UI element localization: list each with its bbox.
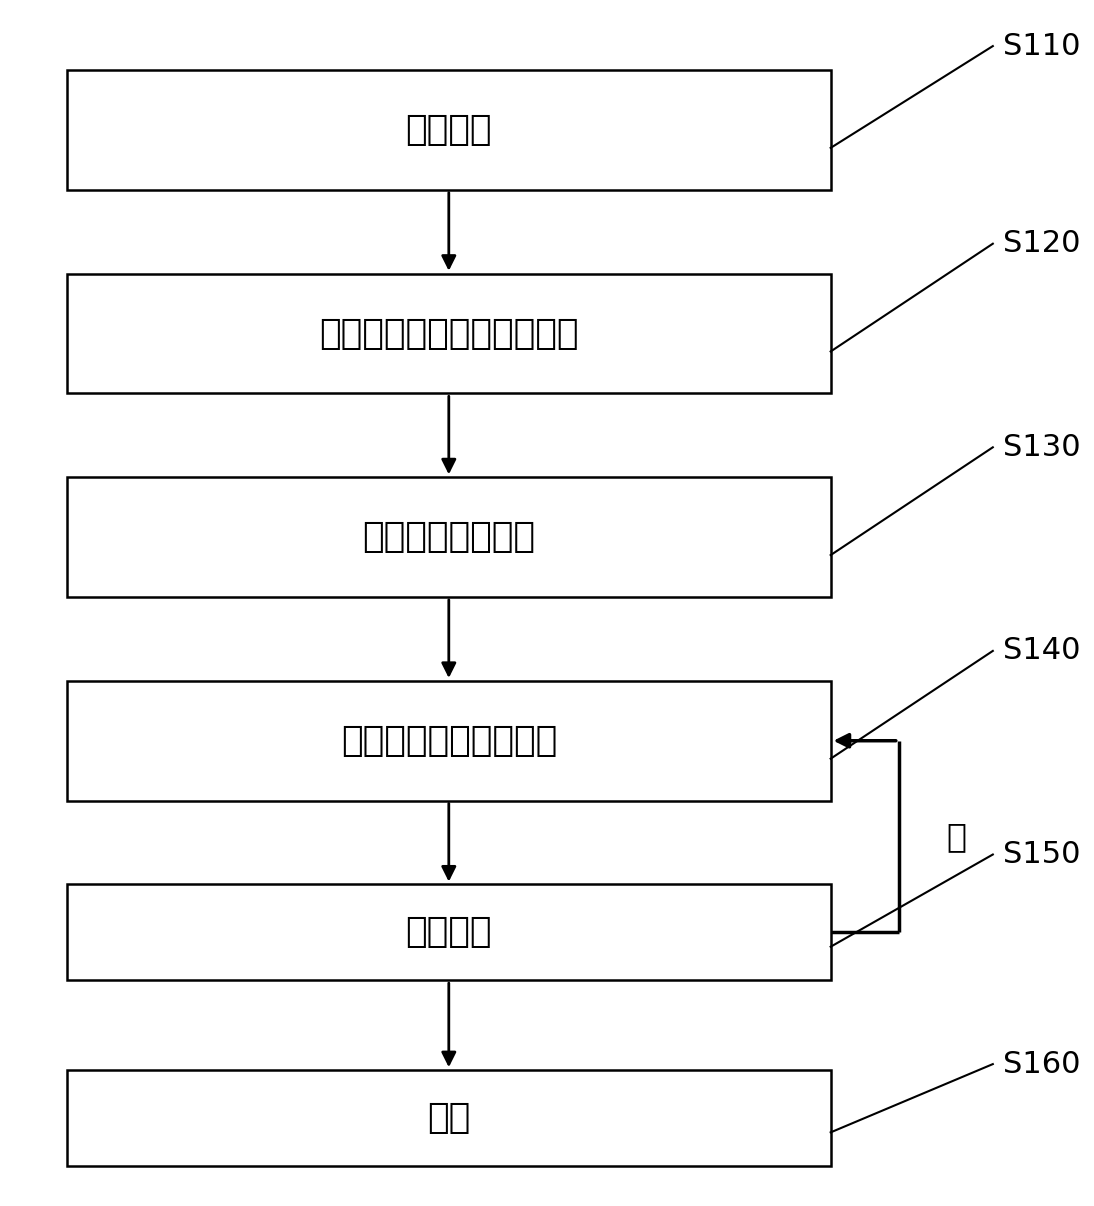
Text: S140: S140	[1003, 637, 1081, 666]
Bar	[67, 70, 830, 189]
Bar	[67, 1070, 830, 1166]
Text: S110: S110	[1003, 31, 1081, 60]
Text: 取走: 取走	[427, 1101, 470, 1135]
Text: S150: S150	[1003, 841, 1081, 870]
Text: 输入版图设计文件: 输入版图设计文件	[362, 520, 535, 554]
Text: 校准模型: 校准模型	[406, 113, 492, 147]
Text: 校验光学邻近效应修正: 校验光学邻近效应修正	[340, 724, 557, 757]
Text: 热点修正: 热点修正	[406, 915, 492, 949]
Text: S130: S130	[1003, 433, 1081, 462]
Text: S160: S160	[1003, 1049, 1081, 1078]
Text: 否: 否	[946, 820, 966, 853]
Text: S120: S120	[1003, 229, 1081, 258]
Bar	[67, 681, 830, 801]
Text: 制作光学邻近效应修正脚本: 制作光学邻近效应修正脚本	[319, 316, 579, 351]
Bar	[67, 274, 830, 393]
Bar	[67, 478, 830, 597]
Bar	[67, 884, 830, 980]
